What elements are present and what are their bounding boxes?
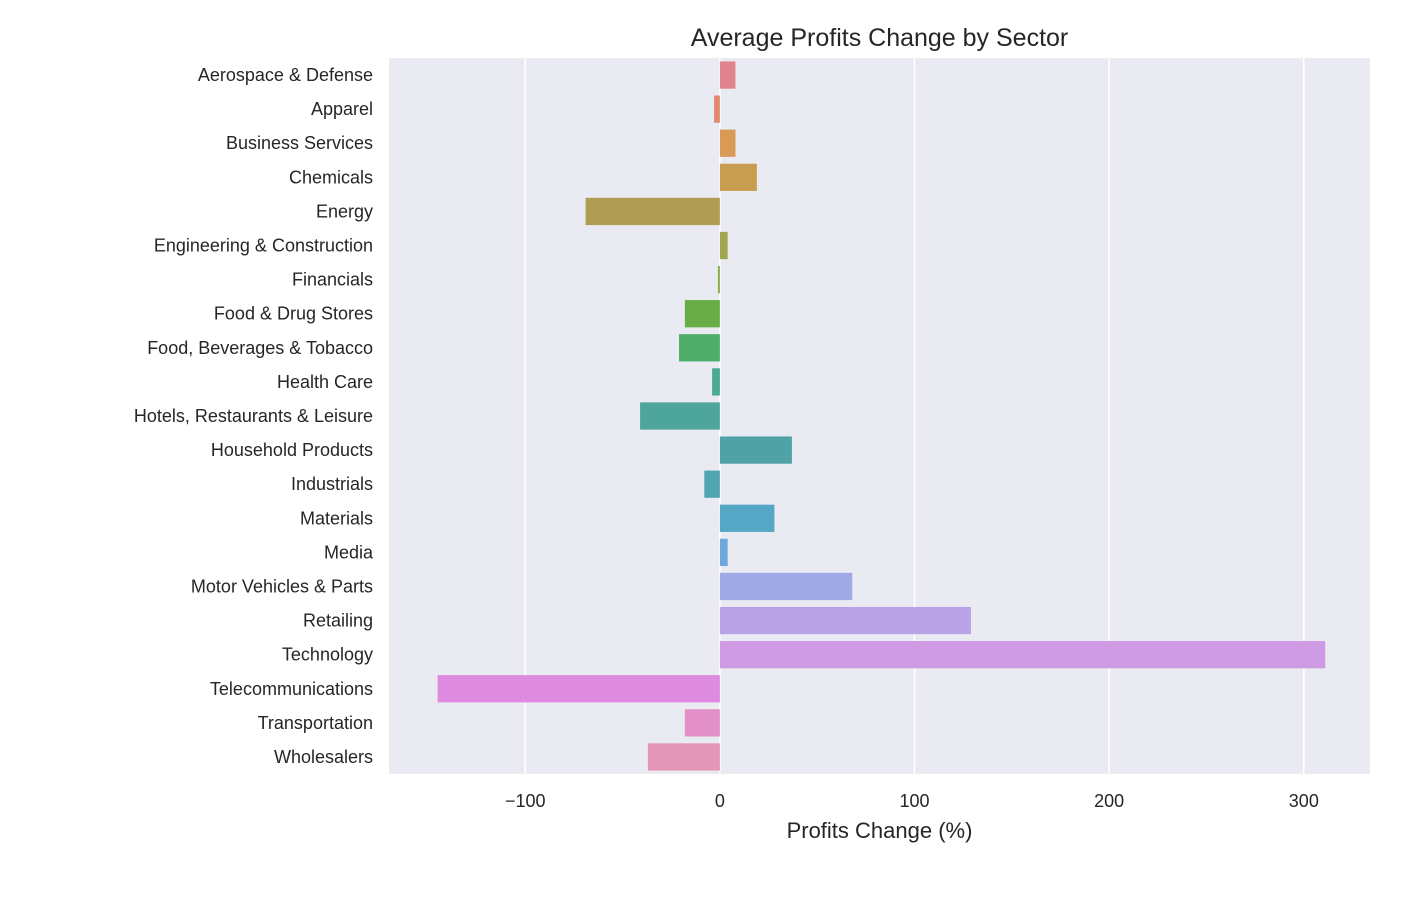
y-tick-label: Food & Drug Stores <box>214 304 373 324</box>
y-tick-label: Health Care <box>277 372 373 392</box>
y-tick-label: Retailing <box>303 611 373 631</box>
y-tick-label: Engineering & Construction <box>154 236 373 256</box>
bar <box>719 163 757 191</box>
y-tick-labels: Aerospace & Defense Apparel Business Servi… <box>134 65 374 767</box>
bar <box>585 197 720 226</box>
x-tick-labels: −100 0 100 200 300 <box>505 791 1319 811</box>
bar <box>719 572 853 601</box>
y-tick-label: Motor Vehicles & Parts <box>191 576 373 596</box>
bar <box>719 538 728 567</box>
y-tick-label: Financials <box>292 270 373 290</box>
bar <box>647 743 720 771</box>
x-tick-label: 100 <box>900 791 930 811</box>
y-tick-label: Chemicals <box>289 167 373 187</box>
y-tick-label: Telecommunications <box>210 679 373 699</box>
bar <box>719 641 1326 669</box>
x-tick-label: 200 <box>1094 791 1124 811</box>
y-tick-label: Industrials <box>291 474 373 494</box>
y-tick-label: Materials <box>300 508 373 528</box>
y-tick-label: Technology <box>282 645 373 665</box>
y-tick-label: Food, Beverages & Tobacco <box>147 338 373 358</box>
bar <box>679 334 720 362</box>
bar <box>684 709 720 737</box>
y-tick-label: Media <box>324 542 374 562</box>
y-tick-label: Transportation <box>258 713 373 733</box>
bar <box>714 95 720 123</box>
y-tick-label: Aerospace & Defense <box>198 65 373 85</box>
bar <box>719 129 736 157</box>
x-axis-label: Profits Change (%) <box>787 818 973 843</box>
y-tick-label: Energy <box>316 201 373 221</box>
chart-title: Average Profits Change by Sector <box>691 24 1069 52</box>
bar <box>437 675 720 703</box>
bar <box>684 300 720 328</box>
bar <box>719 436 792 464</box>
bar <box>719 606 971 635</box>
bars <box>437 61 1326 771</box>
bar <box>704 470 720 498</box>
bar <box>719 231 728 260</box>
bar <box>712 368 720 396</box>
bar <box>719 504 775 532</box>
bar <box>717 265 720 294</box>
x-tick-label: 300 <box>1289 791 1319 811</box>
bar <box>640 402 720 430</box>
y-tick-label: Business Services <box>226 133 373 153</box>
y-tick-label: Wholesalers <box>274 747 373 767</box>
x-tick-label: −100 <box>505 791 546 811</box>
y-tick-label: Household Products <box>211 440 373 460</box>
x-tick-label: 0 <box>715 791 725 811</box>
y-tick-label: Apparel <box>311 99 373 119</box>
y-tick-label: Hotels, Restaurants & Leisure <box>134 406 373 426</box>
bar <box>719 61 736 89</box>
